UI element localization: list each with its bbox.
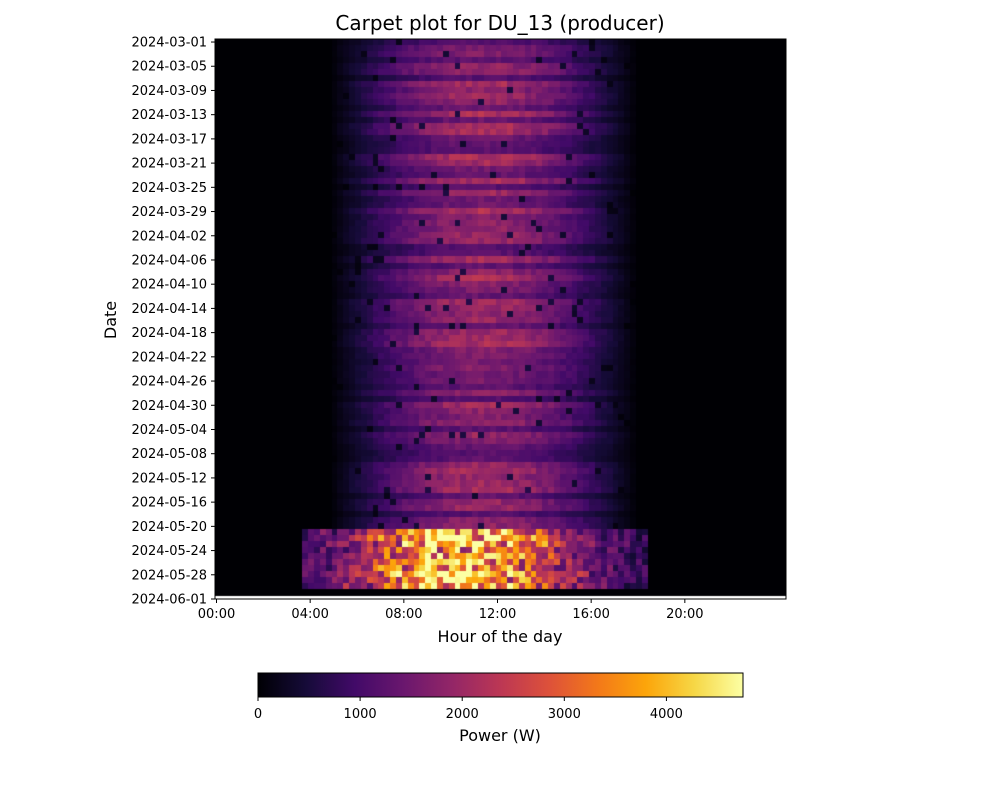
heatmap-area [214,38,787,600]
y-tick-label: 2024-05-04 [131,423,207,438]
x-tick-label: 08:00 [385,607,422,622]
colorbar-tick-label: 3000 [548,707,581,722]
y-tick-label: 2024-03-13 [131,108,207,123]
y-tick-label: 2024-05-24 [131,544,207,559]
y-tick-label: 2024-03-29 [131,205,207,220]
x-tick-label: 00:00 [198,607,235,622]
y-tick-label: 2024-05-16 [131,496,207,511]
colorbar: 0 1000 2000 3000 4000 Power (W) [254,672,744,745]
y-tick-label: 2024-05-08 [131,447,207,462]
y-tick-label: 2024-05-28 [131,568,207,583]
colorbar-tick-label: 4000 [650,707,683,722]
y-tick-label: 2024-03-21 [131,157,207,172]
colorbar-tick-label: 2000 [446,707,479,722]
colorbar-label: Power (W) [459,726,541,745]
colorbar-ticks: 0 1000 2000 3000 4000 [254,697,683,722]
x-tick-label: 20:00 [666,607,703,622]
chart-title: Carpet plot for DU_13 (producer) [335,11,664,35]
x-tick-label: 12:00 [479,607,516,622]
y-tick-label: 2024-04-10 [131,278,207,293]
y-tick-label: 2024-03-25 [131,181,207,196]
y-tick-label: 2024-04-14 [131,302,207,317]
colorbar-tick-label: 0 [254,707,262,722]
colorbar-tick-label: 1000 [344,707,377,722]
y-axis-label: Date [101,301,120,339]
x-axis-ticks: 00:00 04:00 08:00 12:00 16:00 20:00 [198,599,704,622]
y-tick-label: 2024-04-18 [131,326,207,341]
x-tick-label: 16:00 [572,607,609,622]
y-tick-label: 2024-04-06 [131,253,207,268]
y-tick-label: 2024-04-22 [131,350,207,365]
y-axis-ticks: 2024-03-01 2024-03-05 2024-03-09 2024-03-13… [131,36,215,608]
y-tick-label: 2024-05-12 [131,471,207,486]
heatmap-cells [215,39,786,599]
y-tick-label: 2024-04-02 [131,229,207,244]
y-tick-label: 2024-04-26 [131,375,207,390]
colorbar-gradient [257,672,744,698]
y-tick-label: 2024-05-20 [131,520,207,535]
y-tick-label: 2024-03-17 [131,132,207,147]
y-tick-label: 2024-03-01 [131,36,207,51]
y-tick-label: 2024-03-09 [131,84,207,99]
plot-frame [214,38,787,600]
y-tick-label: 2024-06-01 [131,593,207,608]
x-axis-label: Hour of the day [438,627,563,646]
x-tick-label: 04:00 [291,607,328,622]
y-tick-label: 2024-03-05 [131,60,207,75]
y-tick-label: 2024-04-30 [131,399,207,414]
